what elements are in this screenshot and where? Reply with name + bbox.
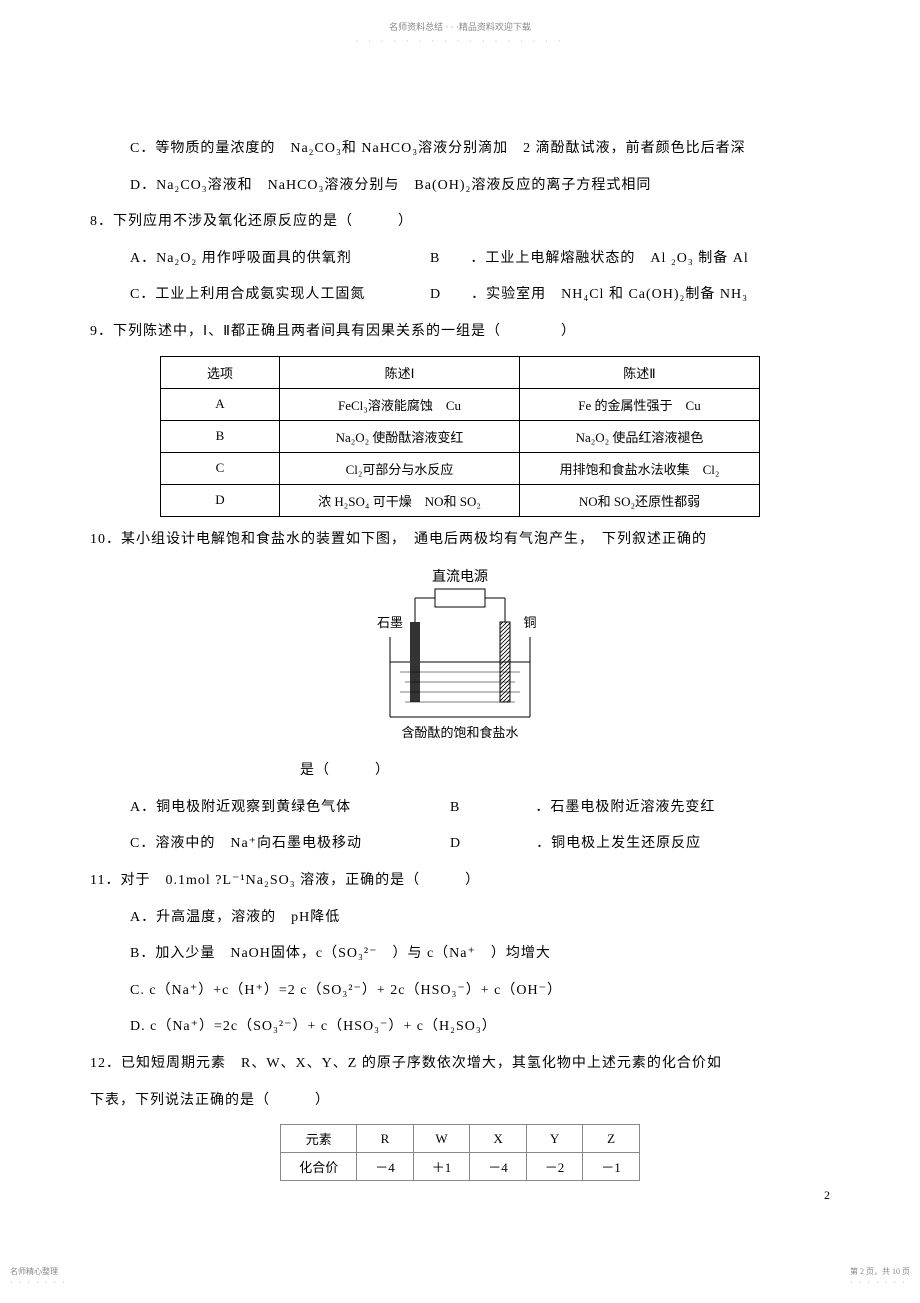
q12-t-r0c0: 元素 <box>281 1125 357 1153</box>
q8-opt-c: C．工业上利用合成氨实现人工固氮 <box>130 282 430 309</box>
electrolysis-diagram-svg: 直流电源 石墨 铜 含酚酞的饱和食盐水 <box>330 567 590 747</box>
footer-right-text: 第 2 页，共 10 页 <box>850 1266 910 1277</box>
q10-stem-line2: 是（ ） <box>60 758 860 785</box>
header-dots: · · · · · · · · · · · · · · · · · <box>60 37 860 46</box>
q12-t-r0c3: X <box>470 1125 527 1153</box>
q10-stem-line1: 10．某小组设计电解饱和食盐水的装置如下图， 通电后两极均有气泡产生， 下列叙述… <box>60 527 860 554</box>
q12-t-r1c2: ＋1 <box>413 1153 470 1181</box>
q10-opt-c: C．溶液中的 Na⁺向石墨电极移动 <box>130 831 450 858</box>
q11-stem: 11．对于 0.1mol ?L⁻¹Na₂SO₃ 溶液，正确的是（ ） <box>60 868 860 895</box>
q7-option-d: D．Na₂CO₃溶液和 NaHCO₃溶液分别与 Ba(OH)₂溶液反应的离子方程… <box>60 173 860 200</box>
q9-r2c2: 用排饱和食盐水法收集 Cl₂ <box>520 452 760 484</box>
q10-options-row2: C．溶液中的 Na⁺向石墨电极移动 D ．铜电极上发生还原反应 <box>60 831 860 858</box>
q12-t-r0c1: R <box>357 1125 414 1153</box>
q11-opt-b: B．加入少量 NaOH固体，c（SO₃²⁻ ）与 c（Na⁺ ）均增大 <box>60 941 860 968</box>
q9-r3c2: NO和 SO₂还原性都弱 <box>520 484 760 516</box>
q9-r0c2: Fe 的金属性强于 Cu <box>520 388 760 420</box>
battery-icon <box>435 589 485 607</box>
q7-option-c: C．等物质的量浓度的 Na₂CO₃和 NaHCO₃溶液分别滴加 2 滴酚酞试液，… <box>60 136 860 163</box>
q9-th-1: 陈述Ⅰ <box>280 356 520 388</box>
q8-opt-a: A．Na₂O₂ 用作呼吸面具的供氧剂 <box>130 246 430 273</box>
q9-th-0: 选项 <box>161 356 280 388</box>
footer-left-dots: · · · · · · · <box>10 1277 67 1288</box>
q12-t-r0c4: Y <box>526 1125 583 1153</box>
q11-opt-c: C. c（Na⁺）+c（H⁺）=2 c（SO₃²⁻）+ 2c（HSO₃⁻）+ c… <box>60 978 860 1005</box>
q8-stem: 8．下列应用不涉及氧化还原反应的是（ ） <box>60 209 860 236</box>
q11-opt-d: D. c（Na⁺）=2c（SO₃²⁻）+ c（HSO₃⁻）+ c（H₂SO₃） <box>60 1014 860 1041</box>
right-electrode-label: 铜 <box>523 615 536 630</box>
graphite-electrode-icon <box>410 622 420 702</box>
q9-r3c0: D <box>161 484 280 516</box>
q8-opt-d: D ．实验室用 NH₄Cl 和 Ca(OH)₂制备 NH₃ <box>430 282 748 309</box>
q12-t-r0c2: W <box>413 1125 470 1153</box>
footer-right-dots: · · · · · · · <box>850 1277 910 1288</box>
diagram-top-label: 直流电源 <box>432 568 488 585</box>
q10-opt-b: B ．石墨电极附近溶液先变红 <box>450 795 715 822</box>
q12-t-r0c5: Z <box>583 1125 640 1153</box>
q12-t-r1c0: 化合价 <box>281 1153 357 1181</box>
diagram-bottom-label: 含酚酞的饱和食盐水 <box>401 725 518 740</box>
q12-stem-line1: 12．已知短周期元素 R、W、X、Y、Z 的原子序数依次增大，其氢化物中上述元素… <box>60 1051 860 1078</box>
q9-r1c0: B <box>161 420 280 452</box>
q8-opt-b: B ．工业上电解熔融状态的 Al ₂O₃ 制备 Al <box>430 246 749 273</box>
footer-left-text: 名师精心整理 <box>10 1266 67 1277</box>
copper-electrode-icon <box>500 622 510 702</box>
q10-opt-a: A．铜电极附近观察到黄绿色气体 <box>130 795 450 822</box>
footer-left: 名师精心整理 · · · · · · · <box>10 1266 67 1288</box>
q9-r3c1: 浓 H₂SO₄ 可干燥 NO和 SO₂ <box>280 484 520 516</box>
q11-opt-a: A．升高温度，溶液的 pH降低 <box>60 905 860 932</box>
header-text: 名师资料总结 · · ·精品资料欢迎下载 <box>60 20 860 33</box>
q9-r0c1: FeCl₃溶液能腐蚀 Cu <box>280 388 520 420</box>
q12-t-r1c4: －2 <box>526 1153 583 1181</box>
q8-options-row2: C．工业上利用合成氨实现人工固氮 D ．实验室用 NH₄Cl 和 Ca(OH)₂… <box>60 282 860 309</box>
q10-diagram: 直流电源 石墨 铜 含酚酞的饱和食盐水 <box>60 567 860 752</box>
q12-t-r1c5: －1 <box>583 1153 640 1181</box>
q9-th-2: 陈述Ⅱ <box>520 356 760 388</box>
q9-r1c1: Na₂O₂ 使酚酞溶液变红 <box>280 420 520 452</box>
left-electrode-label: 石墨 <box>377 615 403 630</box>
q12-t-r1c3: －4 <box>470 1153 527 1181</box>
q8-options-row1: A．Na₂O₂ 用作呼吸面具的供氧剂 B ．工业上电解熔融状态的 Al ₂O₃ … <box>60 246 860 273</box>
q12-stem-line2: 下表，下列说法正确的是（ ） <box>60 1088 860 1115</box>
q9-r0c0: A <box>161 388 280 420</box>
q9-r2c0: C <box>161 452 280 484</box>
footer-right: 第 2 页，共 10 页 · · · · · · · <box>850 1266 910 1288</box>
q9-r1c2: Na₂O₂ 使品红溶液褪色 <box>520 420 760 452</box>
q9-r2c1: Cl₂可部分与水反应 <box>280 452 520 484</box>
q10-opt-d: D ．铜电极上发生还原反应 <box>450 831 701 858</box>
q12-table: 元素 R W X Y Z 化合价 －4 ＋1 －4 －2 －1 <box>280 1124 640 1181</box>
q9-stem: 9．下列陈述中，Ⅰ、Ⅱ都正确且两者间具有因果关系的一组是（ ） <box>60 319 860 346</box>
q12-t-r1c1: －4 <box>357 1153 414 1181</box>
q10-options-row1: A．铜电极附近观察到黄绿色气体 B ．石墨电极附近溶液先变红 <box>60 795 860 822</box>
page-number: 2 <box>824 1188 830 1203</box>
q9-table: 选项 陈述Ⅰ 陈述Ⅱ A FeCl₃溶液能腐蚀 Cu Fe 的金属性强于 Cu … <box>160 356 760 517</box>
